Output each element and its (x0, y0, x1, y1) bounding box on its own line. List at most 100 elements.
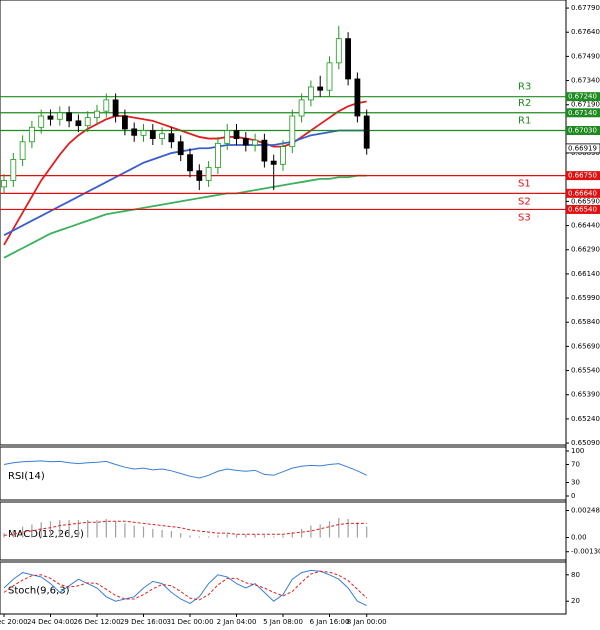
y-tick-label: 0.002484 (571, 507, 600, 515)
macd-bar (105, 519, 107, 538)
y-tick-label: 0.66140 (571, 270, 600, 278)
macd-bar (347, 519, 349, 538)
indicator-line (3, 100, 367, 246)
y-tick-label: 0.65990 (571, 294, 600, 302)
indicator-line (3, 460, 367, 479)
x-tick-label: 29 Dec 16:00 (120, 618, 167, 626)
candle-body (317, 86, 324, 91)
indicator-title: Stoch(9,6,3) (8, 586, 70, 597)
y-tick-label: 30 (571, 479, 580, 487)
macd-bar (310, 525, 312, 538)
y-tick-label: 0.65840 (571, 318, 600, 326)
level-label: 0.66540 (568, 205, 597, 213)
macd-bar (22, 526, 24, 538)
macd-bar (245, 534, 247, 538)
candle-body (159, 133, 166, 139)
macd-bar (40, 522, 42, 538)
candle-body (131, 128, 138, 136)
y-tick-label: 0.66290 (571, 246, 600, 254)
candle-body (149, 130, 156, 139)
candle-body (140, 130, 147, 136)
candle-body (363, 115, 370, 149)
candle-body (252, 139, 259, 146)
level-name: S1 (518, 179, 531, 190)
macd-bar (142, 526, 145, 538)
candle-body (28, 126, 35, 143)
panel-frame (0, 0, 567, 446)
candle-body (56, 112, 63, 120)
macd-bar (180, 533, 182, 538)
macd-bar (254, 534, 256, 538)
candle-body (47, 115, 54, 120)
candle-body (177, 141, 184, 156)
macd-bar (356, 522, 358, 538)
macd-bar (338, 517, 340, 538)
macd-bar (198, 536, 200, 538)
macd-bar (301, 528, 303, 538)
candle-body (84, 117, 91, 127)
level-name: R1 (518, 116, 531, 127)
indicator-line (3, 570, 368, 601)
macd-bar (226, 534, 228, 538)
indicator-line (3, 129, 367, 237)
candle-body (10, 159, 17, 181)
candle-body (261, 139, 268, 162)
candle-body (1, 180, 7, 188)
y-tick-label: 20 (571, 597, 580, 605)
y-tick-label: 0.65090 (571, 439, 600, 447)
candle-body (326, 62, 333, 91)
candle-body (205, 167, 212, 181)
x-tick-label: 26 Dec 12:00 (73, 618, 120, 626)
y-tick-label: -0.001306 (571, 548, 600, 556)
candle-body (224, 130, 231, 144)
macd-bar (77, 520, 79, 538)
y-tick-label: 0.67190 (571, 101, 600, 109)
level-label: 0.66750 (568, 172, 597, 180)
candle-body (187, 154, 193, 172)
y-tick-label: 0.65390 (571, 391, 600, 399)
y-tick-label: 80 (571, 571, 580, 579)
candle-body (345, 38, 352, 80)
candle-body (335, 38, 342, 64)
macd-bar (49, 521, 52, 538)
candle-body (214, 142, 221, 168)
current-price-box (565, 143, 600, 154)
level-box (566, 92, 600, 102)
level-box (566, 108, 600, 118)
y-tick-label: 0.66440 (571, 222, 600, 230)
macd-bar (115, 521, 117, 538)
indicator-title: RSI(14) (8, 471, 45, 482)
macd-bar (291, 532, 293, 538)
candle-body (270, 160, 277, 165)
y-tick-label: 100 (571, 447, 584, 455)
panel-frame (0, 446, 567, 501)
macd-bar (133, 525, 135, 538)
macd-bar (31, 524, 33, 538)
candle-body (307, 86, 314, 101)
level-label: 0.67240 (568, 93, 597, 101)
candle-body (75, 120, 82, 127)
indicator-title: MACD(12,26,9) (8, 529, 84, 540)
x-tick-label: 31 Dec 00:00 (166, 618, 213, 626)
candle-body (66, 112, 72, 122)
candle-body (19, 141, 26, 160)
level-box (566, 188, 600, 198)
candle-body (103, 99, 110, 112)
candle-body (242, 138, 249, 146)
macd-bar (161, 529, 163, 538)
level-name: S2 (518, 196, 531, 207)
candle-body (233, 130, 240, 139)
macd-bar (170, 531, 172, 538)
y-tick-label: 0.66590 (571, 197, 600, 205)
current-price-label: 0.66919 (568, 144, 597, 152)
macd-bar (189, 535, 191, 538)
macd-bar (366, 526, 368, 538)
indicator-line (3, 520, 367, 536)
level-label: 0.67030 (568, 127, 597, 135)
panel-frame (0, 561, 567, 615)
x-tick-label: 6 Jan 16:00 (310, 618, 350, 626)
y-tick-label: 0.00 (571, 534, 587, 542)
level-box (566, 126, 600, 136)
macd-bar (235, 534, 238, 538)
